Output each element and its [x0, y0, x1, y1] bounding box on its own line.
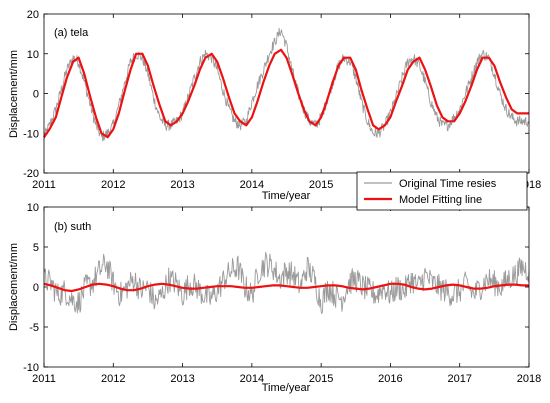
- y-tick-label: -10: [23, 128, 39, 140]
- panel-a-axes-frame: [43, 13, 530, 174]
- x-tick-label: 2011: [32, 179, 56, 191]
- panel-b: (b) suth Displacement/mm Time/year 2011 2…: [8, 202, 541, 394]
- panel-a-plot-area: [43, 27, 530, 142]
- series-model-a: [43, 48, 529, 139]
- panel-a-xlabel: Time/year: [262, 190, 311, 202]
- legend-label-original: Original Time resies: [399, 178, 497, 190]
- series-original-b: [43, 251, 530, 315]
- series-original-a: [43, 27, 530, 142]
- y-tick-label: -5: [29, 322, 39, 334]
- panel-b-ticks: 2011 2012 2013 2014 2015 2016 2017 2018 -10 -5 0 5 1…: [23, 202, 541, 385]
- panel-a-ylabel: Displacement/mm: [8, 50, 20, 138]
- x-tick-label: 2013: [170, 373, 194, 385]
- panel-a-title: (a) tela: [54, 27, 89, 39]
- panel-b-axes-frame: [43, 206, 530, 368]
- legend: Original Time resies Model Fitting line: [356, 171, 528, 211]
- x-tick-label: 2018: [517, 373, 541, 385]
- panel-b-ylabel: Displacement/mm: [8, 243, 20, 331]
- x-tick-label: 2015: [309, 179, 333, 191]
- x-tick-label: 2016: [378, 373, 402, 385]
- y-tick-label: -10: [23, 362, 39, 374]
- x-tick-label: 2012: [101, 179, 125, 191]
- y-tick-label: 0: [33, 282, 39, 294]
- y-tick-label: -20: [23, 168, 39, 180]
- panel-b-xlabel: Time/year: [262, 382, 311, 394]
- x-tick-label: 2017: [447, 373, 471, 385]
- series-model-b: [43, 282, 529, 293]
- legend-label-model: Model Fitting line: [399, 194, 482, 206]
- y-tick-label: 10: [27, 49, 39, 61]
- x-tick-label: 2014: [240, 373, 264, 385]
- x-tick-label: 2012: [101, 373, 125, 385]
- panel-b-plot-area: [43, 251, 530, 315]
- y-tick-label: 5: [33, 242, 39, 254]
- x-tick-label: 2014: [240, 179, 264, 191]
- y-tick-label: 10: [27, 202, 39, 214]
- x-tick-label: 2015: [309, 373, 333, 385]
- panel-a-ticks: 20112012201320142015201620172018-20-1001…: [23, 9, 541, 191]
- panel-b-title: (b) suth: [54, 221, 91, 233]
- x-tick-label: 2013: [170, 179, 194, 191]
- x-tick-label: 2011: [32, 373, 56, 385]
- legend-box: [356, 171, 528, 211]
- y-tick-label: 0: [33, 89, 39, 101]
- y-tick-label: 20: [27, 9, 39, 21]
